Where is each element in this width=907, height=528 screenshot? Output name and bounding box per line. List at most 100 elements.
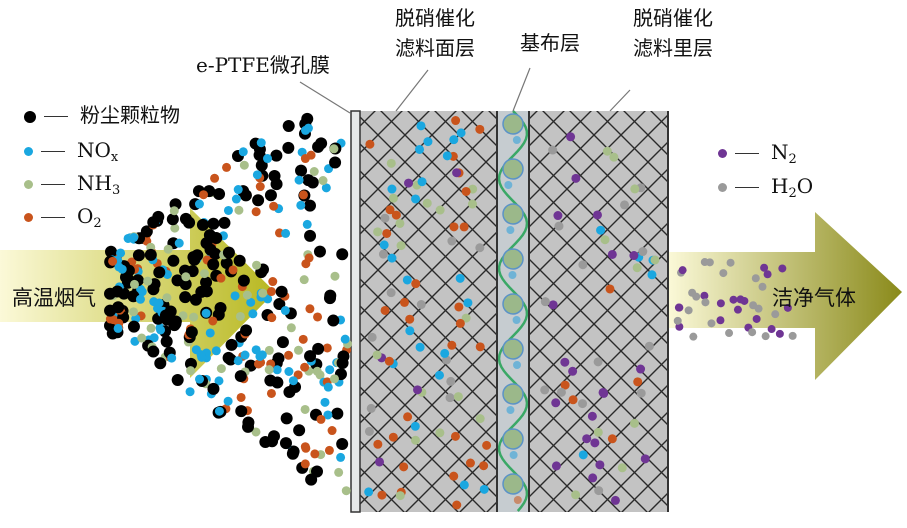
- dust-particle: [259, 436, 272, 449]
- n2-particle: [778, 264, 787, 273]
- nox-particle: [231, 194, 241, 204]
- o2-particle: [216, 273, 226, 283]
- nox-particle: [113, 323, 123, 333]
- dust-particle: [218, 216, 231, 229]
- h2o-particle: [447, 236, 457, 246]
- o2-particle: [461, 186, 471, 196]
- h2o-particle: [751, 274, 760, 283]
- o2-particle: [236, 392, 246, 402]
- nox-particle: [302, 219, 312, 229]
- nox-particle: [223, 205, 233, 215]
- dust-particle: [331, 407, 344, 420]
- dust-particle: [329, 156, 342, 169]
- o2-particle: [482, 440, 492, 450]
- n2-particle: [452, 168, 462, 178]
- n2-particle: [760, 263, 769, 272]
- o2-particle: [267, 313, 277, 323]
- legend-dot-icon: [718, 183, 727, 192]
- face-layer-hatch: [360, 111, 497, 512]
- dust-particle: [302, 174, 315, 187]
- n2-particle: [675, 303, 684, 312]
- dust-particle: [324, 289, 337, 302]
- dust-particle: [327, 314, 340, 327]
- n2-particle: [568, 366, 578, 376]
- o2-particle: [449, 471, 459, 481]
- dust-particle: [196, 218, 209, 231]
- n2-particle: [783, 303, 792, 312]
- nh3-particle: [453, 392, 463, 402]
- o2-particle: [316, 414, 326, 424]
- n2-particle: [551, 398, 561, 408]
- nox-particle: [364, 487, 374, 497]
- o2-particle: [380, 305, 390, 315]
- nh3-particle: [286, 323, 296, 333]
- nox-particle: [578, 450, 588, 460]
- n2-particle: [629, 251, 639, 261]
- legend-dot-icon: [24, 110, 36, 123]
- o2-particle: [451, 116, 461, 126]
- o2-particle: [251, 207, 261, 217]
- o2-particle: [475, 342, 485, 352]
- nh3-particle: [388, 193, 398, 203]
- label-inlet: 高温烟气: [12, 286, 96, 310]
- dust-particle: [293, 424, 306, 437]
- nox-particle: [252, 170, 262, 180]
- base-fibers: [497, 110, 529, 512]
- outlet-arrow: [668, 212, 902, 380]
- nox-particle: [455, 273, 465, 283]
- dust-particle: [237, 274, 250, 287]
- dust-particle: [169, 315, 182, 328]
- nox-particle: [442, 151, 452, 161]
- nh3-particle: [435, 428, 445, 438]
- nox-particle: [379, 240, 389, 250]
- nox-particle: [415, 342, 425, 352]
- n2-particle: [587, 411, 597, 421]
- legend-label: NH: [77, 171, 112, 195]
- nh3-particle: [199, 269, 209, 279]
- nh3-particle: [169, 206, 179, 216]
- o2-particle: [300, 362, 310, 372]
- nh3-particle: [630, 184, 640, 194]
- h2o-particle: [367, 332, 377, 342]
- nh3-particle: [329, 144, 339, 154]
- nox-particle: [417, 177, 427, 187]
- o2-particle: [459, 222, 469, 232]
- n2-particle: [571, 173, 581, 183]
- nox-particle: [185, 387, 195, 397]
- h2o-particle: [540, 297, 550, 307]
- n2-particle: [740, 296, 749, 305]
- dust-particle: [239, 189, 252, 202]
- fiber-strand: [497, 110, 529, 512]
- h2o-particle: [578, 260, 588, 270]
- nox-particle: [294, 175, 304, 185]
- o2-particle: [210, 173, 220, 183]
- label-base-layer: 基布层: [520, 31, 580, 55]
- dust-particle: [112, 301, 125, 314]
- o2-particle: [327, 426, 337, 436]
- nox-particle: [214, 376, 224, 386]
- n2-particle: [595, 460, 605, 470]
- nox-particle: [195, 374, 205, 384]
- o2-particle: [450, 431, 460, 441]
- dust-particle: [154, 357, 167, 370]
- nox-particle: [238, 147, 248, 157]
- nox-particle: [280, 306, 290, 316]
- dust-particle: [270, 149, 283, 162]
- n2-particle: [752, 314, 761, 323]
- dust-particle: [147, 216, 160, 229]
- o2-particle: [365, 139, 375, 149]
- legend-item: H2O: [718, 176, 813, 200]
- dust-particle: [234, 370, 247, 383]
- legend-label: H: [771, 174, 789, 198]
- dust-particle: [225, 338, 238, 351]
- n2-particle: [588, 473, 598, 483]
- nox-particle: [320, 397, 330, 407]
- nox-particle: [130, 336, 140, 346]
- dust-particle: [185, 326, 198, 339]
- nh3-particle: [252, 260, 262, 270]
- nh3-particle: [264, 345, 274, 355]
- nh3-particle: [300, 404, 310, 414]
- o2-particle: [465, 458, 475, 468]
- nh3-particle: [318, 176, 328, 186]
